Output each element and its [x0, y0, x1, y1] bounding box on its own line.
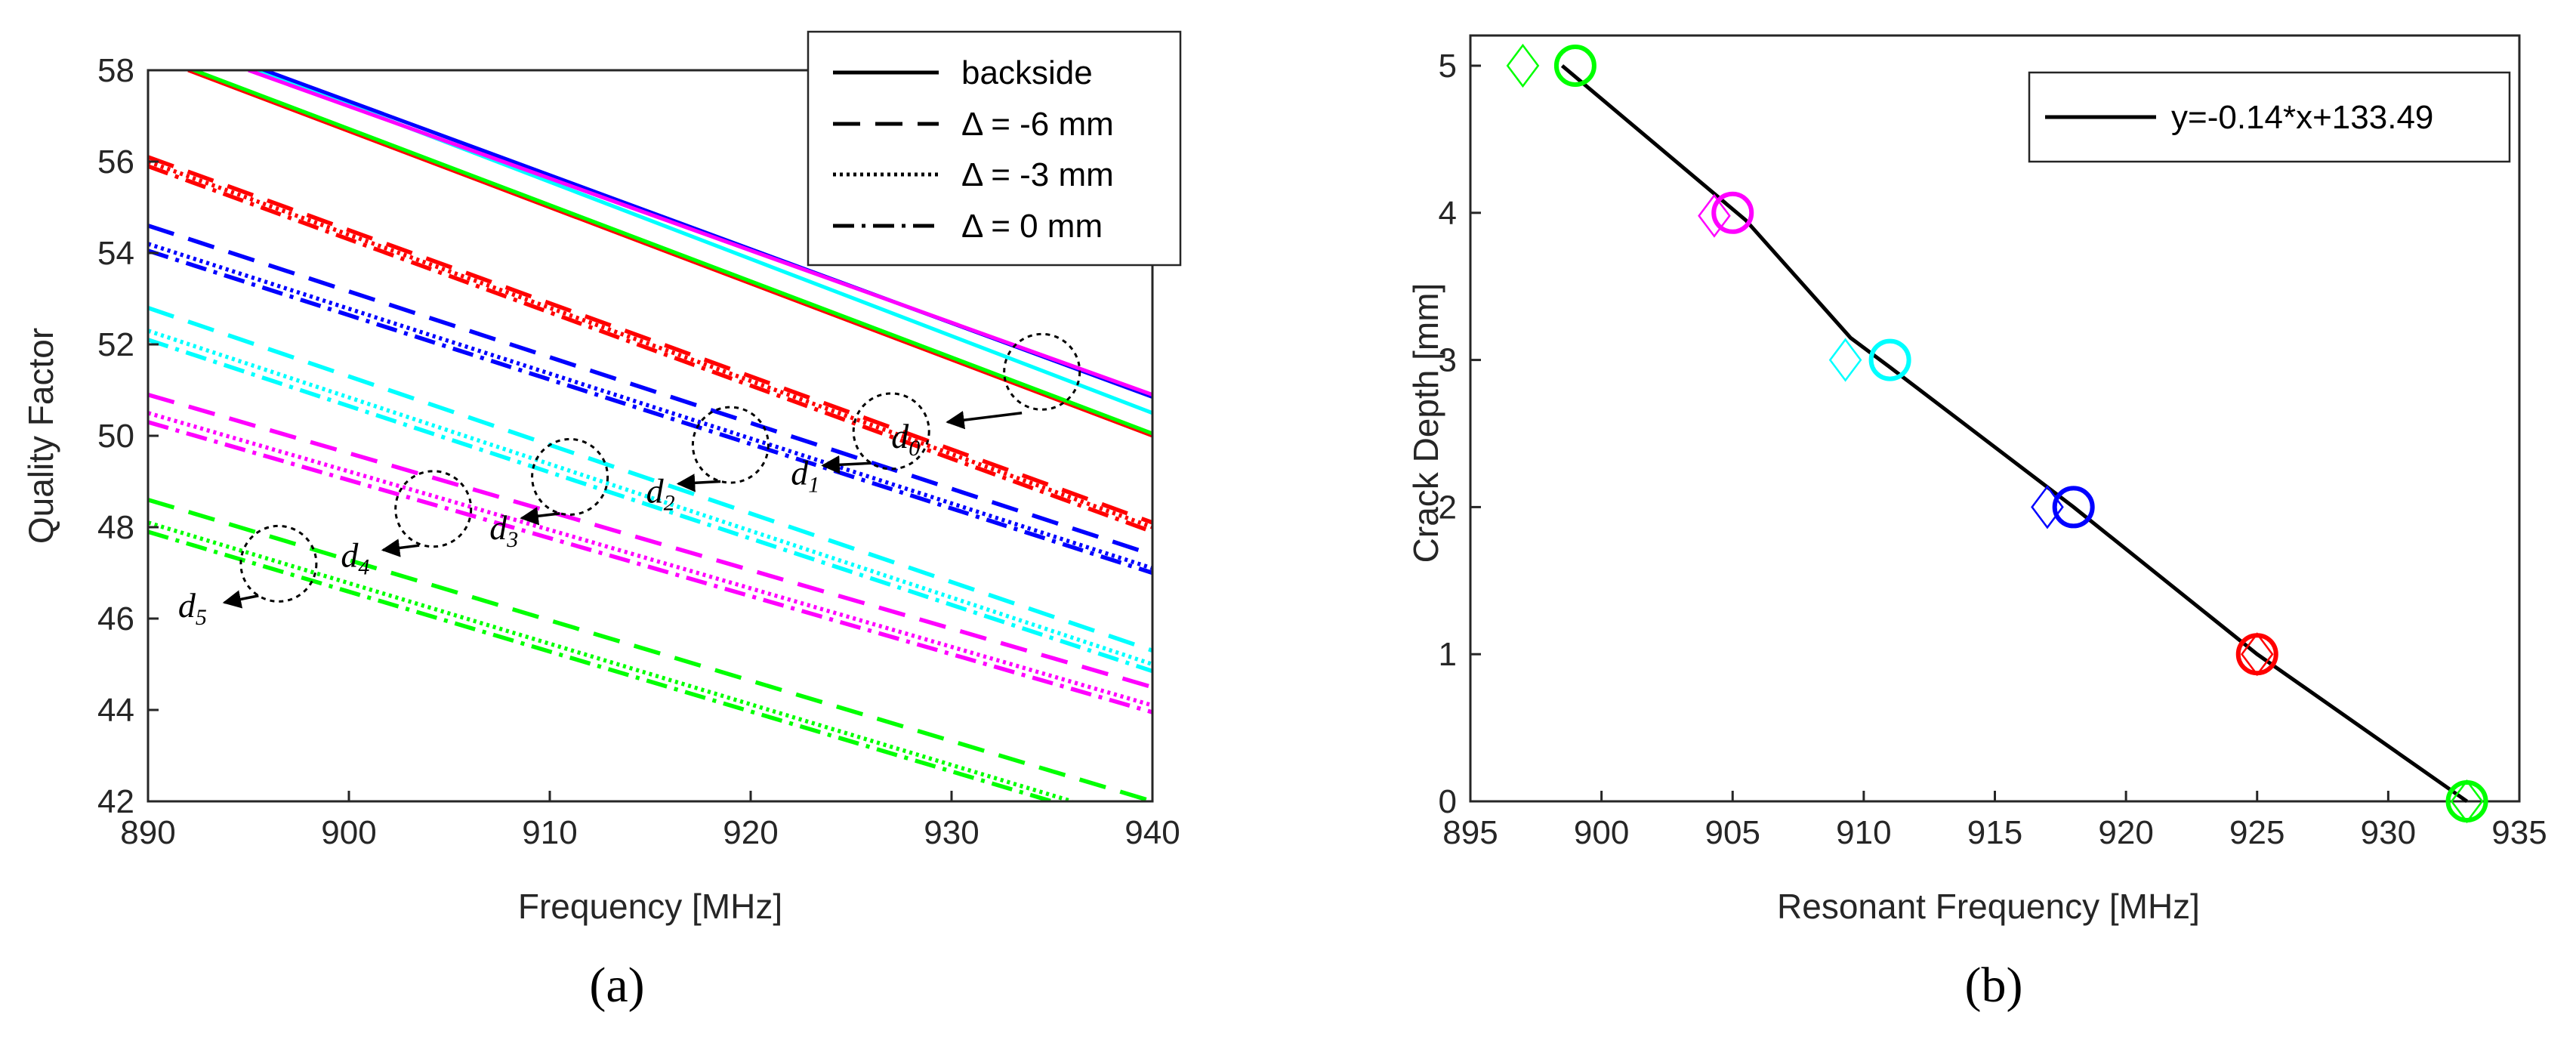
series-line-d0-solid: [187, 70, 1152, 438]
series-line-d4-dotted: [148, 411, 1152, 708]
annotation-arrow: [222, 590, 259, 609]
annotation-label-d5: d5: [178, 586, 207, 630]
panel-a-chart: d0 d1 d2 d3 d4 d5 890 900 910 920 930 940 42 44 46 48 5…: [21, 30, 1182, 1013]
x-tick-label: 915: [1967, 814, 2022, 851]
y-tick-label: 54: [97, 235, 134, 272]
panel-a-ticks: 890 900 910 920 930 940 42 44 46 48 50 52 54 56 58: [97, 52, 1180, 851]
annotation-circle: [394, 470, 473, 548]
x-tick-label: 895: [1442, 814, 1498, 851]
panel-a-legend: backside Δ = -6 mm Δ = -3 mm Δ = 0 mm: [807, 30, 1182, 267]
series-line-d1-dotted: [148, 159, 1152, 529]
panel-a-annotations: d0 d1 d2 d3 d4 d5: [178, 332, 1081, 630]
annotation-circle: [691, 406, 770, 484]
x-tick-label: 920: [2098, 814, 2153, 851]
annotation-arrow: [520, 507, 560, 526]
y-tick-label: 50: [97, 418, 134, 455]
y-tick-label: 3: [1439, 342, 1457, 379]
y-tick-label: 52: [97, 326, 134, 363]
y-tick-label: 48: [97, 509, 134, 546]
x-tick-label: 930: [924, 814, 979, 851]
panel-b-ticks: 895 900 905 910 915 920 925 930 935 0 1 2 3 4 5: [1439, 48, 2547, 851]
panel-a-label: (a): [589, 958, 644, 1013]
x-tick-label: 935: [2491, 814, 2547, 851]
y-tick-label: 4: [1439, 195, 1457, 232]
x-tick-label: 900: [321, 814, 376, 851]
legend-entry-delta-minus6: Δ = -6 mm: [961, 106, 1114, 143]
legend-entry-fit: y=-0.14*x+133.49: [2171, 99, 2433, 136]
x-tick-label: 940: [1124, 814, 1180, 851]
legend-entry-backside: backside: [961, 54, 1093, 91]
series-line-d1-dashed: [148, 155, 1152, 525]
series-line-d0-solid: [189, 70, 1152, 436]
y-tick-label: 2: [1439, 489, 1457, 526]
y-tick-label: 58: [97, 52, 134, 89]
panel-b-y-axis-label: Crack Depth [mm]: [1406, 283, 1445, 563]
x-tick-label: 930: [2361, 814, 2416, 851]
series-line-d5-dashdot: [148, 529, 1053, 801]
series-line-d1-dashdot: [148, 164, 1152, 534]
annotation-arrow: [821, 455, 872, 474]
diamond-marker: [1698, 193, 1731, 238]
panel-b-x-axis-label: Resonant Frequency [MHz]: [1777, 887, 2200, 926]
annotation-label-d0: d0: [891, 417, 920, 461]
panel-b-fit-line: [1560, 64, 2469, 804]
series-line-d2-dashdot: [148, 248, 1152, 576]
circle-marker: [1553, 45, 1597, 87]
y-tick-label: 42: [97, 783, 134, 820]
x-tick-label: 920: [723, 814, 778, 851]
annotation-label-d2: d2: [646, 472, 675, 516]
circle-marker: [2445, 780, 2488, 822]
panel-a-series: [148, 70, 1152, 801]
x-tick-label: 905: [1705, 814, 1760, 851]
annotation-circle: [1003, 332, 1081, 411]
annotation-label-d1: d1: [791, 453, 819, 497]
annotation-circle: [852, 392, 930, 471]
x-tick-label: 925: [2229, 814, 2284, 851]
annotation-label-d3: d3: [489, 508, 518, 552]
y-tick-label: 0: [1439, 783, 1457, 820]
panel-b-legend: y=-0.14*x+133.49: [2028, 71, 2511, 163]
x-tick-label: 910: [1836, 814, 1891, 851]
diamond-marker: [1828, 338, 1862, 382]
panel-b-chart: 895 900 905 910 915 920 925 930 935 0 1 2 3 4 5 Resona…: [1406, 34, 2547, 1013]
circle-marker: [2052, 486, 2095, 529]
circle-marker: [1711, 191, 1754, 234]
panel-b-points: [1506, 43, 2488, 824]
annotation-arrow: [946, 411, 1023, 430]
series-line-d2-dashed: [148, 224, 1152, 557]
circle-marker: [1868, 338, 1911, 381]
series-line-d3-dashdot: [148, 338, 1152, 674]
series-line-d2-dotted: [148, 242, 1152, 571]
x-tick-label: 900: [1574, 814, 1629, 851]
circle-marker: [2235, 633, 2278, 676]
series-line-d0-solid: [248, 70, 1152, 397]
series-line-d5-dashed: [148, 498, 1152, 801]
y-tick-label: 44: [97, 692, 134, 729]
series-line-d5-dotted: [148, 520, 1073, 801]
series-line-d3-dashed: [148, 305, 1152, 653]
series-line-d4-dashed: [148, 392, 1152, 690]
x-tick-label: 890: [120, 814, 175, 851]
x-tick-label: 910: [522, 814, 577, 851]
panel-a-y-axis-label: Quality Factor: [21, 328, 60, 544]
fit-line: [1560, 64, 2469, 804]
annotation-arrow: [381, 539, 420, 557]
annotation-circle: [239, 524, 318, 603]
annotation-arrow: [676, 474, 721, 492]
diamond-marker: [1506, 43, 1540, 88]
y-tick-label: 5: [1439, 48, 1457, 85]
y-tick-label: 1: [1439, 636, 1457, 673]
annotation-label-d4: d4: [341, 535, 369, 579]
panel-a-x-axis-label: Frequency [MHz]: [518, 887, 782, 926]
series-line-d4-dashdot: [148, 420, 1152, 714]
annotation-circle: [531, 437, 609, 516]
y-tick-label: 46: [97, 600, 134, 637]
legend-entry-delta-minus3: Δ = -3 mm: [961, 156, 1114, 193]
y-tick-label: 56: [97, 144, 134, 181]
panel-b-label: (b): [1965, 958, 2023, 1013]
legend-entry-delta-0: Δ = 0 mm: [961, 208, 1103, 245]
